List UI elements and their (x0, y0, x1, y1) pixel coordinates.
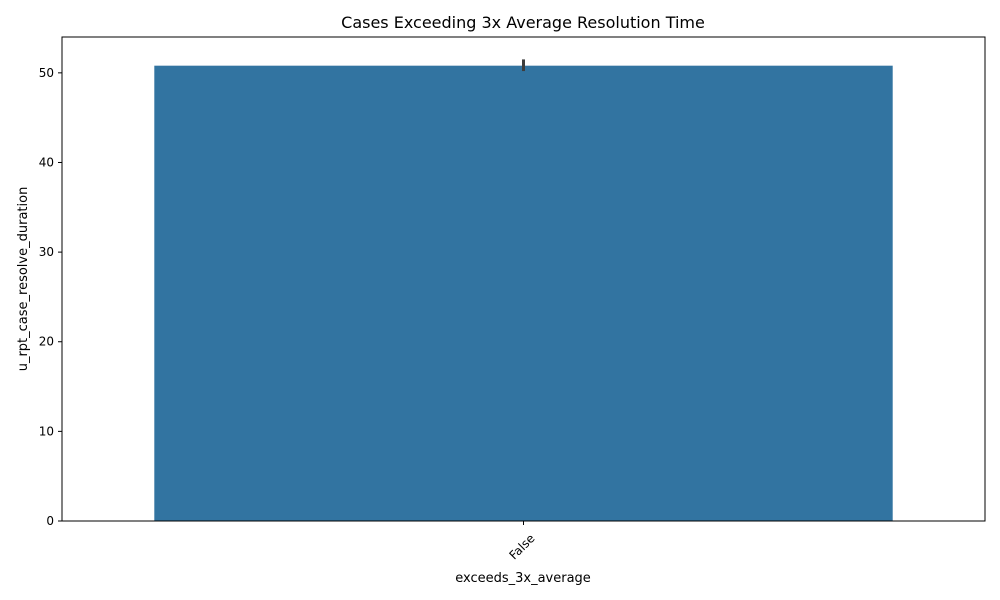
y-axis-ticks: 0 10 20 30 40 50 (39, 66, 62, 528)
bars-group (154, 65, 893, 521)
y-tick-label: 10 (39, 424, 54, 438)
bar-false (154, 65, 893, 521)
x-tick-label: False (506, 531, 537, 562)
x-axis-label: exceeds_3x_average (455, 571, 591, 586)
x-axis-ticks: False (506, 521, 538, 562)
y-tick-label: 20 (39, 335, 54, 349)
chart-title: Cases Exceeding 3x Average Resolution Ti… (341, 13, 705, 32)
y-tick-label: 50 (39, 66, 54, 80)
y-axis-label: u_rpt_case_resolve_duration (16, 187, 31, 372)
y-tick-label: 40 (39, 155, 54, 169)
y-tick-label: 30 (39, 245, 54, 259)
y-tick-label: 0 (46, 514, 54, 528)
